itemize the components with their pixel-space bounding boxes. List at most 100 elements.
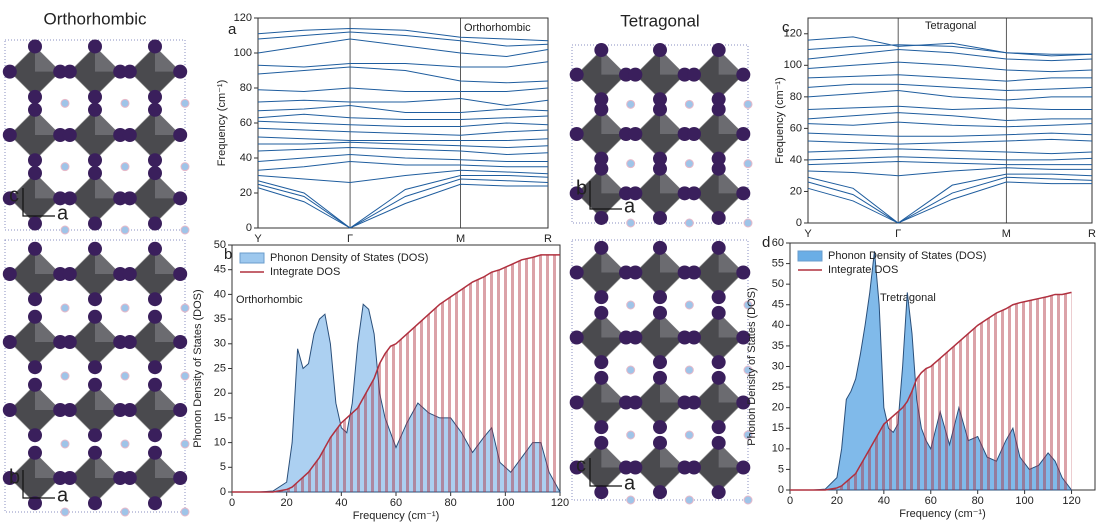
iodine-atom [28, 90, 42, 104]
iodine-atom [88, 39, 102, 53]
iodine-atom [88, 360, 102, 374]
iodine-atom [653, 290, 667, 304]
legend-label: Phonon Density of States (DOS) [828, 250, 986, 262]
molecule [61, 226, 69, 234]
iodine-atom [28, 310, 42, 324]
band-line [258, 39, 548, 57]
iodine-atom [594, 371, 608, 385]
iodine-atom [148, 378, 162, 392]
y-tick-label: 60 [790, 122, 802, 134]
iodine-atom [63, 335, 77, 349]
molecule [121, 226, 129, 234]
iodine-atom [712, 306, 726, 320]
iodine-atom [88, 242, 102, 256]
iodine-atom [123, 128, 137, 142]
y-tick-label: 30 [772, 360, 784, 372]
y-tick-label: 55 [772, 257, 784, 269]
iodine-atom [653, 43, 667, 57]
annotation: Orthorhombic [464, 22, 531, 34]
band-line [808, 113, 1092, 121]
molecule [744, 219, 752, 227]
y-axis-title: Frequency (cm⁻¹) [216, 80, 228, 167]
iodine-atom [712, 211, 726, 225]
molecule [685, 301, 693, 309]
axis-letter: a [57, 202, 69, 224]
band-line [808, 75, 1092, 81]
band-line [808, 162, 1092, 165]
y-tick-label: 0 [796, 217, 802, 229]
iodine-atom [88, 292, 102, 306]
molecule [121, 508, 129, 516]
iodine-atom [628, 331, 642, 345]
molecule [627, 219, 635, 227]
band-line [258, 121, 548, 126]
axis-letter: b [9, 466, 20, 488]
iodine-atom [148, 153, 162, 167]
iodine-atom [3, 128, 17, 142]
x-tick-label: Γ [347, 233, 353, 245]
iodine-atom [28, 428, 42, 442]
iodine-atom [88, 90, 102, 104]
iodine-atom [173, 471, 187, 485]
iodine-atom [712, 43, 726, 57]
band-line [808, 62, 1092, 71]
y-tick-label: 10 [214, 437, 226, 449]
x-tick-label: 0 [229, 497, 235, 509]
y-axis-title: Phonon Density of States (DOS) [746, 287, 758, 445]
iodine-atom [628, 266, 642, 280]
band-line [258, 99, 548, 106]
axis-letter: a [57, 484, 69, 506]
iodine-atom [712, 371, 726, 385]
y-tick-label: 25 [214, 362, 226, 374]
y-tick-label: 45 [214, 264, 226, 276]
iodine-atom [570, 127, 584, 141]
iodine-atom [63, 65, 77, 79]
y-tick-label: 25 [772, 381, 784, 393]
iodine-atom [712, 162, 726, 176]
band-line [258, 155, 548, 162]
band-line [808, 157, 1092, 160]
structure-title: Orthorhombic [44, 9, 147, 28]
iodine-atom [712, 420, 726, 434]
integrated-fill [232, 255, 560, 492]
y-tick-label: 120 [234, 12, 252, 24]
iodine-atom [28, 446, 42, 460]
band-line [258, 148, 548, 155]
band-line [808, 149, 1092, 154]
band-line [808, 91, 1092, 100]
iodine-atom [63, 267, 77, 281]
iodine-atom [173, 65, 187, 79]
y-tick-label: 20 [790, 185, 802, 197]
iodine-atom [712, 241, 726, 255]
annotation: Tetragonal [925, 20, 976, 32]
x-axis-title: Frequency (cm⁻¹) [899, 508, 986, 520]
iodine-atom [736, 186, 750, 200]
iodine-atom [173, 128, 187, 142]
iodine-atom [148, 39, 162, 53]
y-tick-label: 35 [772, 340, 784, 352]
y-tick-label: 60 [772, 237, 784, 249]
y-tick-label: 20 [214, 387, 226, 399]
x-tick-label: 120 [1062, 495, 1080, 507]
x-tick-label: Y [254, 233, 262, 245]
molecule [744, 496, 752, 504]
iodine-atom [712, 436, 726, 450]
y-tick-label: 100 [784, 59, 802, 71]
molecule [744, 100, 752, 108]
iodine-atom [594, 290, 608, 304]
molecule [61, 372, 69, 380]
band-line [258, 176, 548, 229]
y-tick-label: 0 [220, 486, 226, 498]
iodine-atom [712, 485, 726, 499]
y-tick-label: 15 [772, 422, 784, 434]
molecule [685, 219, 693, 227]
y-tick-label: 0 [246, 222, 252, 234]
iodine-atom [594, 485, 608, 499]
iodine-atom [653, 211, 667, 225]
iodine-atom [653, 102, 667, 116]
iodine-atom [88, 378, 102, 392]
x-tick-label: 80 [445, 497, 457, 509]
iodine-atom [3, 335, 17, 349]
y-tick-label: 80 [790, 91, 802, 103]
iodine-atom [653, 420, 667, 434]
